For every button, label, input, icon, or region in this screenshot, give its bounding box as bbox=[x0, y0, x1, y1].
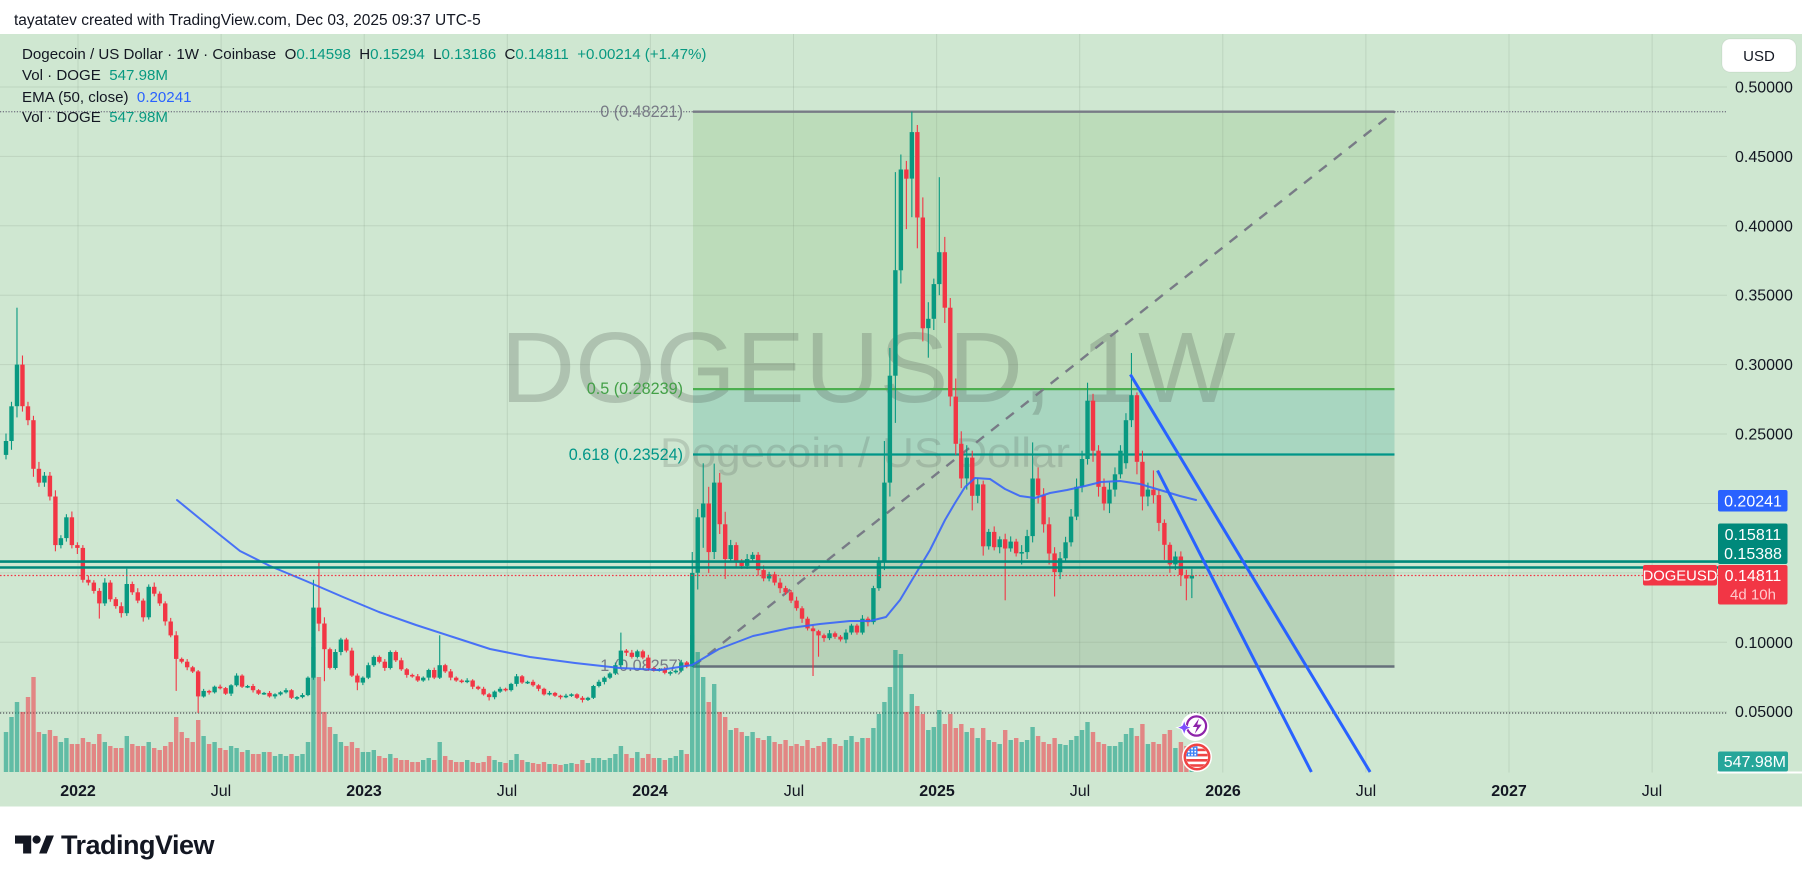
svg-text:Jul: Jul bbox=[1070, 783, 1090, 800]
svg-text:Jul: Jul bbox=[1642, 783, 1662, 800]
svg-text:2024: 2024 bbox=[632, 783, 668, 800]
svg-text:Vol · DOGE 547.98M: Vol · DOGE 547.98M bbox=[22, 109, 168, 126]
svg-text:0.50000: 0.50000 bbox=[1735, 80, 1793, 97]
svg-text:0.30000: 0.30000 bbox=[1735, 357, 1793, 374]
svg-text:0.14811: 0.14811 bbox=[1725, 568, 1782, 585]
svg-text:0.10000: 0.10000 bbox=[1735, 635, 1793, 652]
svg-text:0.25000: 0.25000 bbox=[1735, 427, 1793, 444]
svg-text:0 (0.48221): 0 (0.48221) bbox=[600, 103, 683, 121]
svg-text:2022: 2022 bbox=[60, 783, 96, 800]
svg-text:2027: 2027 bbox=[1491, 783, 1527, 800]
svg-text:0.05000: 0.05000 bbox=[1735, 704, 1793, 721]
svg-text:DOGEUSD: DOGEUSD bbox=[1643, 569, 1718, 585]
svg-text:547.98M: 547.98M bbox=[1724, 754, 1786, 771]
svg-text:0.20241: 0.20241 bbox=[1724, 494, 1782, 511]
svg-text:Jul: Jul bbox=[497, 783, 517, 800]
svg-text:0.15388: 0.15388 bbox=[1724, 546, 1782, 563]
svg-text:USD: USD bbox=[1743, 48, 1775, 65]
svg-text:TradingView: TradingView bbox=[61, 830, 216, 860]
svg-text:tayatatev created with Trading: tayatatev created with TradingView.com, … bbox=[14, 12, 481, 29]
svg-text:Dogecoin / US Dollar · 1W · Co: Dogecoin / US Dollar · 1W · Coinbase O0.… bbox=[22, 46, 706, 63]
svg-text:0.35000: 0.35000 bbox=[1735, 288, 1793, 305]
svg-text:DOGEUSD, 1W: DOGEUSD, 1W bbox=[501, 312, 1237, 424]
svg-text:2026: 2026 bbox=[1205, 783, 1241, 800]
svg-text:Jul: Jul bbox=[784, 783, 804, 800]
svg-text:0.618 (0.23524): 0.618 (0.23524) bbox=[569, 446, 683, 464]
svg-text:0.15811: 0.15811 bbox=[1725, 527, 1782, 544]
svg-text:4d 10h: 4d 10h bbox=[1730, 587, 1776, 604]
svg-text:0.5 (0.28239): 0.5 (0.28239) bbox=[587, 380, 683, 398]
svg-text:2025: 2025 bbox=[919, 783, 955, 800]
svg-text:0.40000: 0.40000 bbox=[1735, 218, 1793, 235]
svg-text:Jul: Jul bbox=[1356, 783, 1376, 800]
svg-text:Dogecoin / US Dollar: Dogecoin / US Dollar bbox=[660, 429, 1070, 476]
svg-text:2023: 2023 bbox=[346, 783, 382, 800]
svg-text:Vol · DOGE 547.98M: Vol · DOGE 547.98M bbox=[22, 67, 168, 84]
svg-text:EMA (50, close) 0.20241: EMA (50, close) 0.20241 bbox=[22, 89, 191, 106]
svg-text:Jul: Jul bbox=[211, 783, 231, 800]
svg-text:0.45000: 0.45000 bbox=[1735, 149, 1793, 166]
